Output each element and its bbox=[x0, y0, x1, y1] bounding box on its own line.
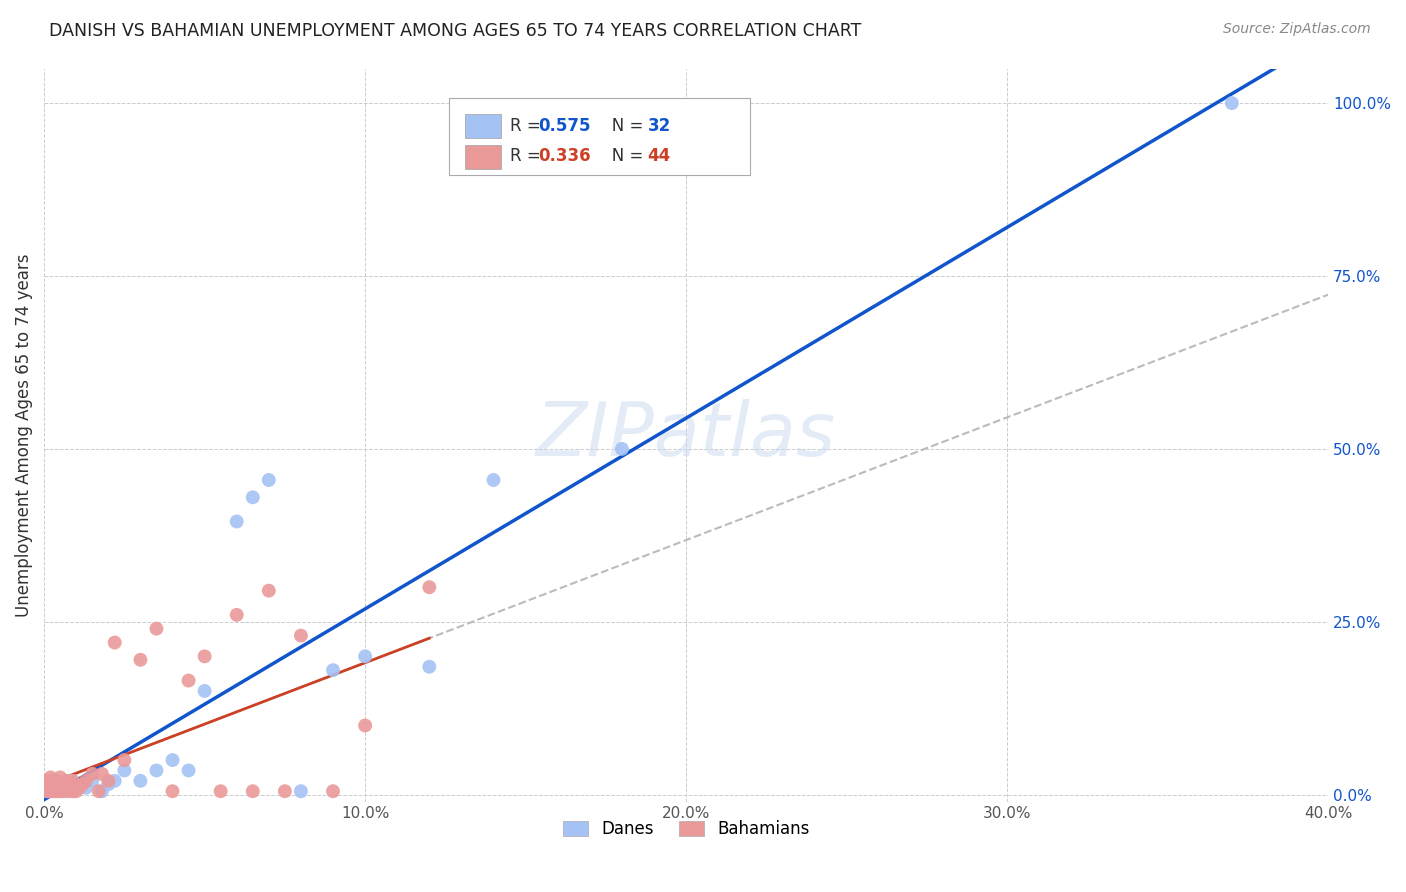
Point bbox=[482, 473, 505, 487]
Text: Source: ZipAtlas.com: Source: ZipAtlas.com bbox=[1223, 22, 1371, 37]
Point bbox=[82, 767, 104, 781]
Point bbox=[290, 784, 312, 798]
Point bbox=[49, 784, 72, 798]
Point bbox=[37, 784, 59, 798]
Point bbox=[274, 784, 297, 798]
Point bbox=[242, 784, 264, 798]
Point bbox=[62, 784, 84, 798]
Point bbox=[290, 629, 312, 643]
Text: 0.336: 0.336 bbox=[538, 147, 591, 166]
Point bbox=[39, 784, 62, 798]
Point bbox=[49, 780, 72, 795]
Point bbox=[145, 764, 167, 778]
Point bbox=[82, 773, 104, 788]
Point bbox=[257, 473, 280, 487]
Point bbox=[65, 784, 87, 798]
Text: 44: 44 bbox=[648, 147, 671, 166]
Point bbox=[37, 780, 59, 795]
Point bbox=[87, 784, 110, 798]
Point bbox=[67, 780, 90, 795]
Point bbox=[42, 784, 65, 798]
Point bbox=[97, 777, 120, 791]
Point bbox=[72, 777, 94, 791]
Point bbox=[194, 649, 217, 664]
Point bbox=[49, 770, 72, 784]
FancyBboxPatch shape bbox=[449, 98, 751, 175]
Point bbox=[49, 784, 72, 798]
Point bbox=[104, 773, 127, 788]
Point bbox=[209, 784, 232, 798]
Text: 0.575: 0.575 bbox=[538, 117, 591, 135]
Point bbox=[177, 764, 200, 778]
Point bbox=[55, 773, 77, 788]
Point bbox=[52, 777, 75, 791]
Point bbox=[225, 607, 247, 622]
Point bbox=[104, 635, 127, 649]
FancyBboxPatch shape bbox=[465, 114, 501, 138]
Point bbox=[72, 777, 94, 791]
Point bbox=[225, 515, 247, 529]
Point bbox=[354, 718, 377, 732]
Legend: Danes, Bahamians: Danes, Bahamians bbox=[557, 814, 815, 845]
Point bbox=[42, 784, 65, 798]
Point bbox=[59, 784, 82, 798]
Point bbox=[46, 784, 69, 798]
Point bbox=[39, 780, 62, 795]
Point bbox=[52, 784, 75, 798]
Point bbox=[42, 773, 65, 788]
Point bbox=[39, 780, 62, 795]
Point bbox=[162, 784, 184, 798]
Y-axis label: Unemployment Among Ages 65 to 74 years: Unemployment Among Ages 65 to 74 years bbox=[15, 253, 32, 616]
Point bbox=[75, 773, 97, 788]
Point bbox=[1220, 96, 1243, 111]
Point bbox=[90, 784, 112, 798]
Point bbox=[46, 773, 69, 788]
Point bbox=[39, 770, 62, 784]
Text: 32: 32 bbox=[648, 117, 671, 135]
Text: R =: R = bbox=[510, 147, 546, 166]
Point bbox=[418, 580, 440, 594]
Point bbox=[242, 490, 264, 504]
Text: R =: R = bbox=[510, 117, 546, 135]
Text: N =: N = bbox=[596, 147, 648, 166]
Point bbox=[162, 753, 184, 767]
Point bbox=[194, 684, 217, 698]
Point bbox=[177, 673, 200, 688]
Point bbox=[46, 777, 69, 791]
Point bbox=[257, 583, 280, 598]
Point bbox=[75, 780, 97, 795]
Point bbox=[112, 764, 135, 778]
Point bbox=[55, 784, 77, 798]
Point bbox=[322, 784, 344, 798]
FancyBboxPatch shape bbox=[465, 145, 501, 169]
Point bbox=[129, 773, 152, 788]
Point bbox=[129, 653, 152, 667]
Point bbox=[610, 442, 633, 456]
Point bbox=[37, 773, 59, 788]
Point bbox=[90, 767, 112, 781]
Point bbox=[145, 622, 167, 636]
Text: N =: N = bbox=[596, 117, 648, 135]
Point bbox=[354, 649, 377, 664]
Point bbox=[62, 784, 84, 798]
Point bbox=[97, 773, 120, 788]
Text: DANISH VS BAHAMIAN UNEMPLOYMENT AMONG AGES 65 TO 74 YEARS CORRELATION CHART: DANISH VS BAHAMIAN UNEMPLOYMENT AMONG AG… bbox=[49, 22, 862, 40]
Point bbox=[37, 784, 59, 798]
Point bbox=[59, 773, 82, 788]
Point bbox=[418, 659, 440, 673]
Point bbox=[52, 780, 75, 795]
Text: ZIPatlas: ZIPatlas bbox=[536, 399, 837, 471]
Point bbox=[59, 777, 82, 791]
Point bbox=[322, 663, 344, 677]
Point bbox=[112, 753, 135, 767]
Point bbox=[62, 773, 84, 788]
Point bbox=[42, 777, 65, 791]
